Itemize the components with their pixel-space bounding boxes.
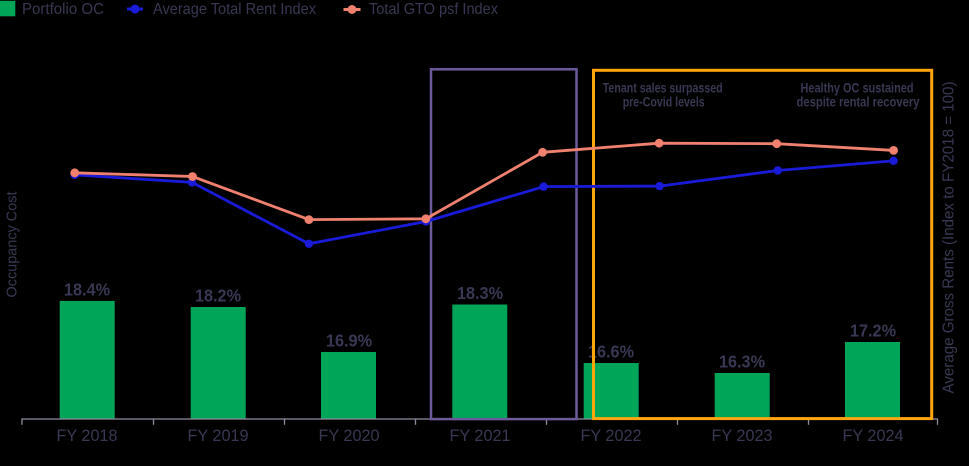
svg-text:despite rental recovery: despite rental recovery	[797, 94, 920, 110]
svg-text:18.2%: 18.2%	[195, 286, 241, 306]
svg-text:16.6%: 16.6%	[588, 342, 634, 362]
svg-text:17.2%: 17.2%	[850, 321, 896, 341]
svg-text:16.9%: 16.9%	[326, 331, 372, 351]
svg-text:Healthy OC sustained: Healthy OC sustained	[801, 79, 914, 95]
svg-text:Portfolio OC: Portfolio OC	[22, 1, 104, 18]
svg-text:16.3%: 16.3%	[719, 352, 765, 372]
svg-text:FY 2019: FY 2019	[188, 426, 249, 445]
svg-text:18.3%: 18.3%	[457, 283, 503, 303]
svg-text:FY 2018: FY 2018	[57, 426, 118, 445]
svg-text:Occupancy Cost: Occupancy Cost	[4, 191, 21, 298]
svg-text:FY 2024: FY 2024	[843, 426, 904, 445]
svg-text:Total GTO psf Index: Total GTO psf Index	[369, 1, 498, 18]
svg-text:pre-Covid levels: pre-Covid levels	[623, 94, 705, 110]
svg-text:FY 2020: FY 2020	[319, 426, 380, 445]
svg-text:FY 2023: FY 2023	[712, 426, 773, 445]
svg-text:FY 2022: FY 2022	[581, 426, 642, 445]
svg-text:Average Gross Rents (Index to: Average Gross Rents (Index to FY2018 = 1…	[941, 82, 958, 394]
svg-text:Tenant sales surpassed: Tenant sales surpassed	[603, 79, 723, 95]
svg-text:FY 2021: FY 2021	[450, 426, 511, 445]
svg-text:18.4%: 18.4%	[64, 280, 110, 300]
svg-text:Average Total Rent Index: Average Total Rent Index	[153, 1, 316, 18]
